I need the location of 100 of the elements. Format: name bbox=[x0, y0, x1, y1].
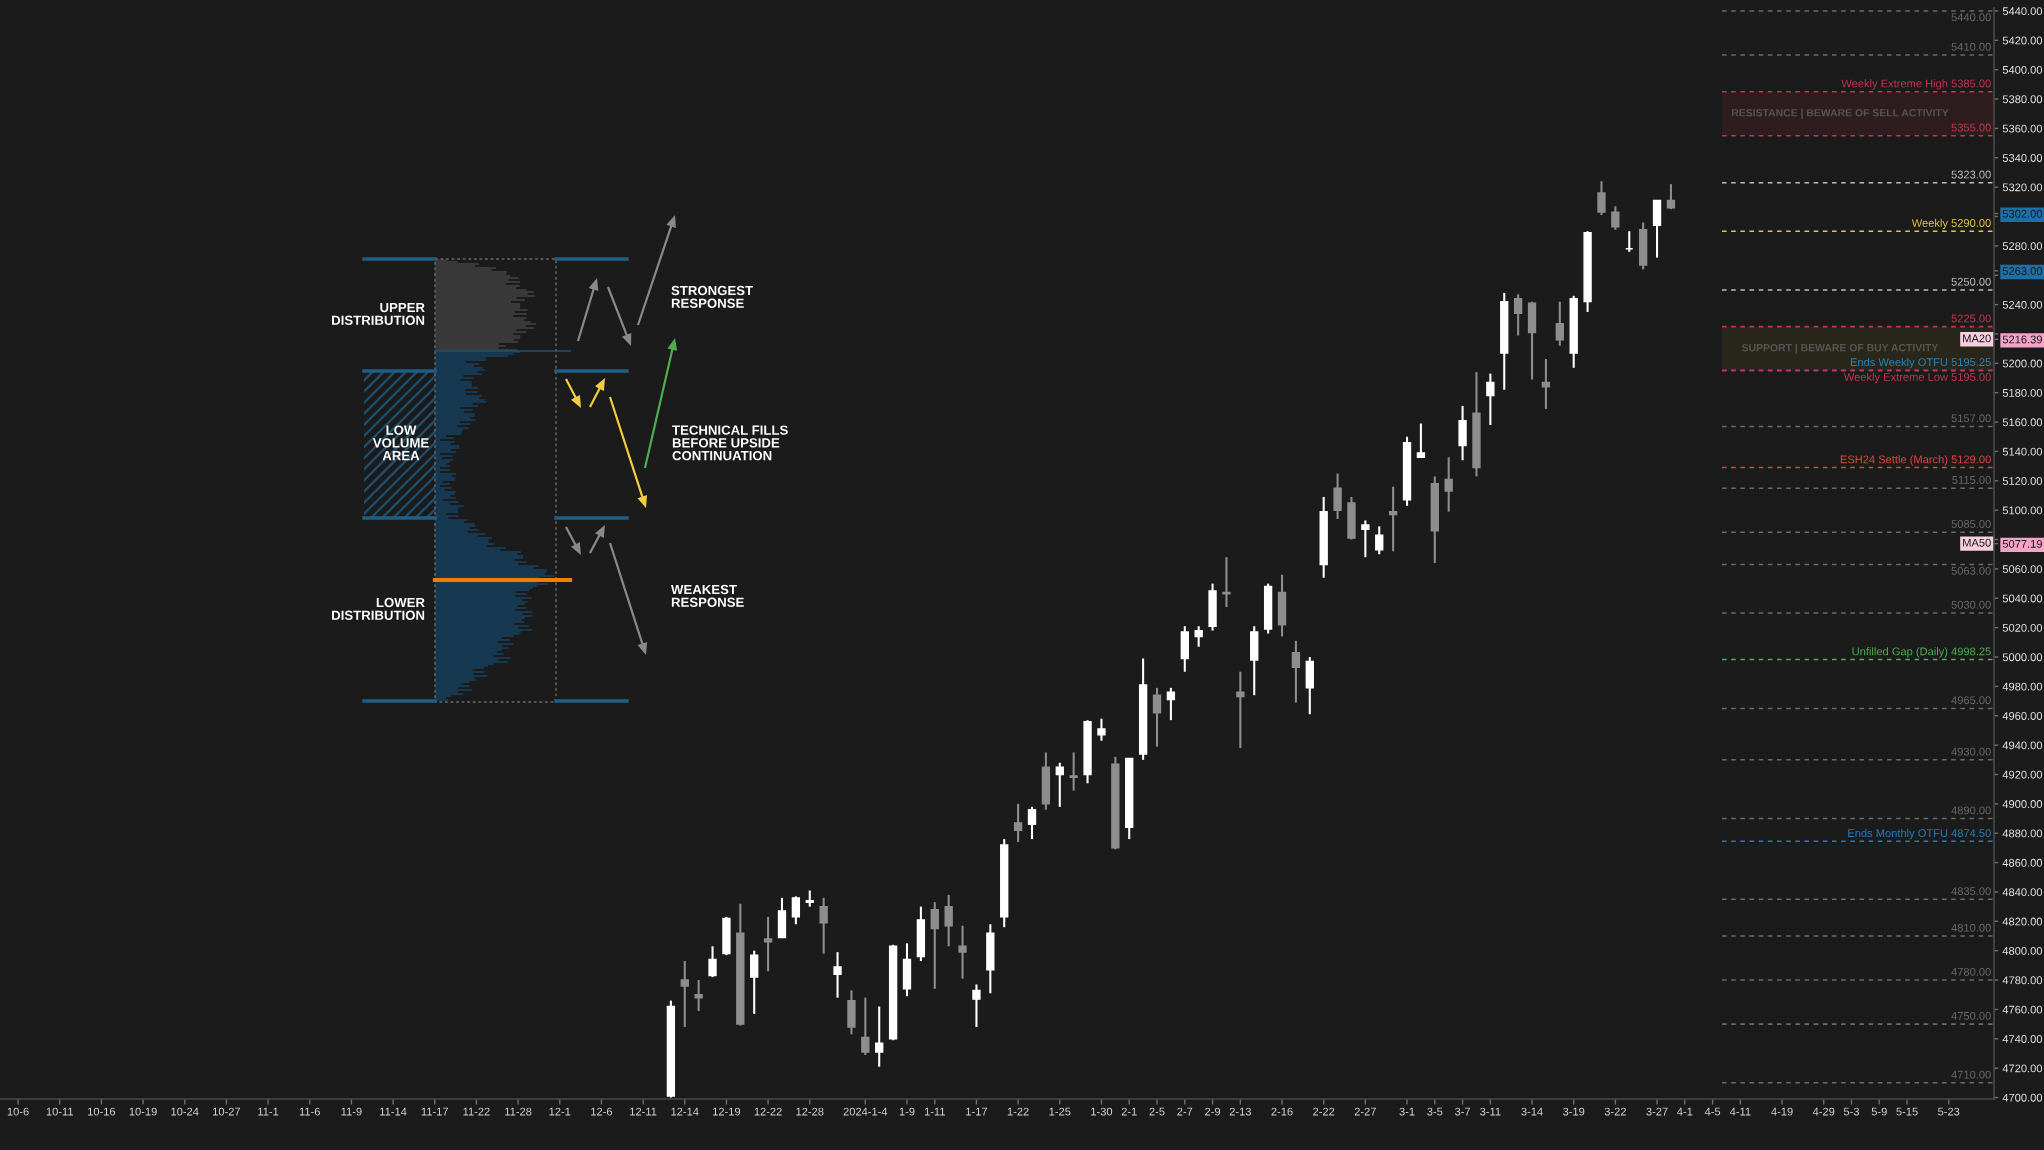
x-tick-label: 5-15 bbox=[1896, 1107, 1918, 1116]
x-tick-label: 10-27 bbox=[213, 1107, 241, 1116]
x-tick-label: 4-29 bbox=[1812, 1107, 1835, 1116]
x-tick-label: 12-6 bbox=[591, 1107, 613, 1116]
annotation: WEAKEST RESPONSE bbox=[671, 584, 744, 607]
y-tick-label: 4880.00 bbox=[2002, 829, 2043, 838]
x-tick-label: 4-1 bbox=[1677, 1107, 1693, 1116]
ref-line-label: 4750.00 bbox=[1951, 1011, 1991, 1020]
ref-line-label: 5085.00 bbox=[1951, 520, 1991, 528]
ref-line-label: 4835.00 bbox=[1951, 887, 1991, 896]
x-tick-label: 1-22 bbox=[1007, 1107, 1029, 1116]
y-tick-label: 4800.00 bbox=[2002, 946, 2043, 955]
x-tick-label: 10-19 bbox=[129, 1107, 157, 1116]
x-tick-label: 11-17 bbox=[421, 1107, 448, 1116]
annotation: UPPER DISTRIBUTION bbox=[332, 302, 425, 325]
x-tick-label: 12-28 bbox=[796, 1107, 824, 1116]
ref-line-label: 5225.00 bbox=[1951, 314, 1991, 323]
x-tick-label: 2-13 bbox=[1229, 1107, 1251, 1116]
annotation: MA20 bbox=[1963, 334, 1991, 343]
x-tick-label: 11-1 bbox=[258, 1107, 279, 1116]
x-tick-label: 2-5 bbox=[1149, 1107, 1165, 1116]
y-tick-label: 5240.00 bbox=[2002, 300, 2043, 309]
x-tick-label: 5-23 bbox=[1938, 1107, 1960, 1116]
x-tick-label: 2-7 bbox=[1177, 1107, 1193, 1116]
ref-line-label: 4780.00 bbox=[1951, 967, 1991, 976]
y-tick-label: 4780.00 bbox=[2002, 976, 2043, 985]
ref-line-label: 4810.00 bbox=[1951, 923, 1991, 932]
y-tick-label: 5400.00 bbox=[2002, 65, 2043, 74]
y-tick-label: 5020.00 bbox=[2002, 623, 2043, 632]
x-tick-label: 3-7 bbox=[1454, 1107, 1471, 1116]
x-tick-label: 10-6 bbox=[7, 1107, 29, 1116]
x-tick-label: 10-24 bbox=[171, 1107, 199, 1116]
ref-line-label: ESH24 Settle (March) 5129.00 bbox=[1840, 455, 1991, 466]
ref-line-label: 5250.00 bbox=[1951, 277, 1991, 286]
x-tick-label: 4-19 bbox=[1771, 1107, 1793, 1116]
x-tick-label: 3-11 bbox=[1480, 1107, 1501, 1116]
ref-line-label: 4930.00 bbox=[1951, 747, 1991, 756]
x-tick-label: 11-14 bbox=[380, 1107, 407, 1116]
ref-line-label: Ends Monthly OTFU 4874.50 bbox=[1848, 828, 1991, 840]
ref-line-label: 4890.00 bbox=[1951, 806, 1991, 815]
annotation: LOW VOLUME AREA bbox=[372, 425, 429, 461]
x-tick-label: 2-1 bbox=[1121, 1107, 1137, 1116]
x-tick-label: 1-30 bbox=[1091, 1107, 1113, 1116]
ref-line-label: Unfilled Gap (Daily) 4998.25 bbox=[1852, 647, 1991, 658]
x-tick-label: 2-9 bbox=[1205, 1107, 1221, 1116]
x-tick-label: 12-1 bbox=[549, 1107, 571, 1116]
x-tick-label: 3-5 bbox=[1427, 1107, 1443, 1116]
y-tick-label: 5216.39 bbox=[2002, 335, 2042, 344]
x-tick-label: 1-25 bbox=[1049, 1107, 1071, 1116]
ref-line-label: Weekly 5290.00 bbox=[1911, 218, 1991, 230]
ref-line-label: 5063.00 bbox=[1951, 566, 1991, 575]
y-tick-label: 5100.00 bbox=[2002, 506, 2043, 515]
ref-line-label: 5157.00 bbox=[1951, 414, 1991, 423]
x-tick-label: 1-17 bbox=[966, 1107, 988, 1116]
y-tick-label: 5160.00 bbox=[2002, 418, 2043, 427]
y-tick-label: 5320.00 bbox=[2002, 183, 2043, 192]
ref-line-label: 4710.00 bbox=[1951, 1070, 1991, 1079]
y-tick-label: 4900.00 bbox=[2002, 800, 2043, 808]
ref-line-label: 5355.00 bbox=[1951, 123, 1991, 132]
y-tick-label: 4840.00 bbox=[2002, 888, 2043, 897]
y-tick-label: 5302.00 bbox=[2002, 209, 2043, 218]
x-tick-label: 12-14 bbox=[671, 1107, 699, 1116]
y-tick-label: 5263.00 bbox=[2002, 267, 2043, 275]
ref-line-label: 4965.00 bbox=[1951, 696, 1991, 705]
y-tick-label: 4740.00 bbox=[2002, 1035, 2043, 1043]
ref-line-label: 5410.00 bbox=[1951, 42, 1991, 51]
x-tick-label: 2024-1-4 bbox=[843, 1107, 888, 1116]
ref-line-label: Ends Weekly OTFU 5195.25 bbox=[1850, 357, 1991, 369]
y-tick-label: 5280.00 bbox=[2002, 242, 2043, 251]
x-tick-label: 11-6 bbox=[299, 1107, 320, 1116]
y-tick-label: 4700.00 bbox=[2002, 1093, 2043, 1102]
y-tick-label: 5140.00 bbox=[2002, 447, 2043, 456]
annotation: MA50 bbox=[1963, 538, 1991, 547]
x-tick-label: 11-22 bbox=[463, 1107, 490, 1116]
y-tick-label: 4920.00 bbox=[2002, 770, 2043, 779]
x-tick-label: 3-19 bbox=[1563, 1107, 1585, 1116]
y-tick-label: 5360.00 bbox=[2002, 124, 2043, 133]
y-tick-label: 5380.00 bbox=[2002, 95, 2043, 104]
ref-line-label: Weekly Extreme High 5385.00 bbox=[1841, 79, 1991, 90]
ref-line-label: 5115.00 bbox=[1952, 476, 1991, 484]
y-tick-label: 4820.00 bbox=[2002, 917, 2043, 926]
y-tick-label: 5420.00 bbox=[2002, 36, 2043, 45]
ref-line-label: Weekly Extreme Low 5195.00 bbox=[1843, 372, 1991, 384]
x-tick-label: 10-16 bbox=[88, 1107, 116, 1116]
y-tick-label: 5440.00 bbox=[2002, 7, 2043, 16]
x-tick-label: 10-11 bbox=[46, 1107, 73, 1116]
annotation: TECHNICAL FILLS BEFORE UPSIDE CONTINUATION bbox=[672, 425, 788, 461]
x-tick-label: 1-9 bbox=[899, 1107, 915, 1116]
y-tick-label: 5340.00 bbox=[2002, 154, 2043, 162]
y-tick-label: 5200.00 bbox=[2002, 359, 2043, 368]
annotation: STRONGEST RESPONSE bbox=[671, 285, 753, 308]
y-tick-label: 5120.00 bbox=[2002, 477, 2043, 485]
x-tick-label: 4-5 bbox=[1704, 1107, 1721, 1116]
y-tick-label: 4980.00 bbox=[2002, 682, 2043, 691]
y-tick-label: 5077.19 bbox=[2002, 539, 2042, 548]
x-tick-label: 12-19 bbox=[713, 1107, 741, 1116]
x-tick-label: 2-22 bbox=[1313, 1107, 1335, 1116]
y-tick-label: 4860.00 bbox=[2002, 858, 2043, 867]
x-tick-label: 3-14 bbox=[1521, 1107, 1543, 1116]
y-tick-label: 5180.00 bbox=[2002, 388, 2043, 397]
